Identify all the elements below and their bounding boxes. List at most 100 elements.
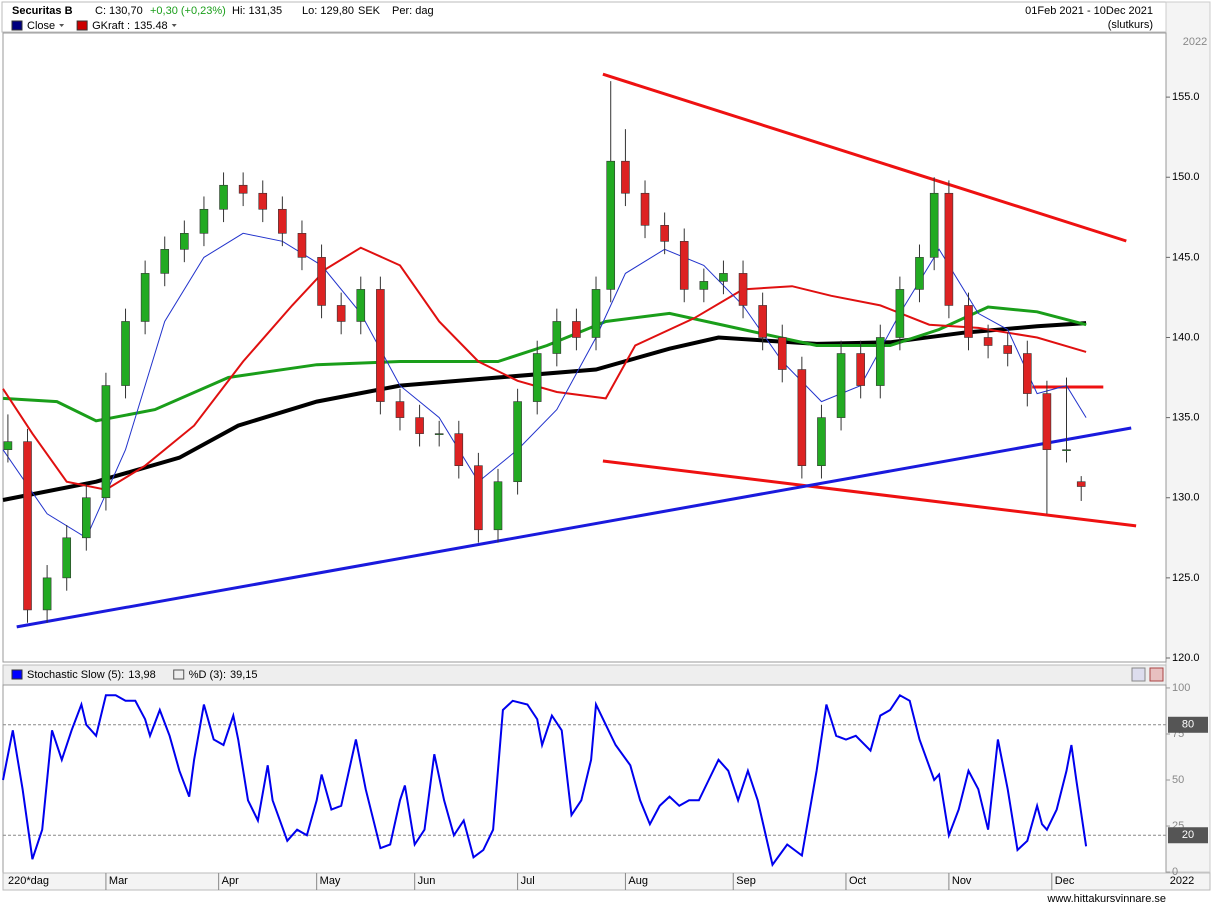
candle-body (376, 289, 385, 402)
y-tick-label: 100 (1172, 682, 1190, 694)
candle-body (875, 337, 885, 386)
x-tick-label: Dec (1055, 875, 1075, 887)
high-text: Hi: 131,35 (232, 5, 282, 17)
x-tick-label: Sep (736, 875, 756, 887)
date-range: 01Feb 2021 - 10Dec 2021 (1025, 5, 1153, 17)
candle-body (699, 281, 709, 290)
y-tick-label: 120.0 (1172, 652, 1200, 664)
candle-body (395, 401, 405, 418)
legend-swatch (11, 669, 23, 680)
year-top: 2022 (1183, 36, 1207, 48)
candle-body (895, 289, 905, 338)
candle-body (219, 184, 228, 210)
x-tick-label: Nov (952, 875, 972, 887)
candle-body (640, 192, 650, 226)
low-text: Lo: 129,80 (302, 5, 354, 17)
candle-body (836, 353, 846, 418)
candle-body (797, 369, 807, 466)
x-tick-label: Apr (222, 875, 239, 887)
candle-body (660, 225, 669, 242)
moving-average (2, 321, 1087, 502)
candle-body (915, 257, 924, 290)
header-bar (1, 1, 1167, 33)
legend-label: %D (3): (189, 669, 226, 681)
legend-swatch (76, 20, 88, 31)
legend-label: Close (27, 20, 55, 32)
x-tick-label: Jul (521, 875, 535, 887)
candle-body (964, 305, 973, 338)
currency: SEK (358, 5, 381, 17)
bars-label: 220*dag (8, 875, 49, 887)
candle-body (738, 273, 748, 306)
y-tick-label: 140.0 (1172, 331, 1200, 343)
candle-body (317, 257, 326, 306)
y-tick-label: 150.0 (1172, 171, 1200, 183)
candle-body (23, 441, 32, 611)
close-text: C: 130,70 (95, 5, 143, 17)
y-axis-band (1165, 1, 1211, 873)
zoom-button[interactable] (1131, 667, 1146, 682)
candle-body (929, 192, 939, 258)
candle-body (777, 337, 787, 370)
x-tick-label: Oct (849, 875, 866, 887)
y-tick-label: 155.0 (1172, 91, 1200, 103)
x-tick-label: Jun (418, 875, 436, 887)
candle-body (62, 537, 72, 579)
candle-body (82, 497, 91, 539)
candle-body (278, 208, 287, 234)
candle-body (1042, 393, 1052, 450)
legend-label: GKraft : (92, 20, 130, 32)
stochastic-line (2, 693, 1088, 868)
legend-swatch (173, 669, 185, 680)
trend-line (602, 459, 1137, 528)
candle-body (3, 441, 13, 450)
candle-body (180, 233, 189, 250)
close-button[interactable] (1149, 667, 1164, 682)
change-text: +0,30 (+0,23%) (150, 5, 226, 17)
candle-body (415, 417, 424, 434)
candle-body (983, 337, 993, 346)
candle-body (258, 192, 268, 210)
y-tick-label: 125.0 (1172, 572, 1200, 584)
candle-body (513, 401, 522, 483)
legend-value: 39,15 (230, 669, 258, 681)
legend-value: 13,98 (128, 669, 156, 681)
candle-body (493, 481, 503, 531)
candle-body (1076, 481, 1086, 487)
legend-dropdown (59, 24, 65, 27)
candle-body (856, 353, 865, 386)
candle-body (297, 233, 307, 258)
candle-body (336, 305, 346, 322)
legend-label: Stochastic Slow (5): (27, 669, 124, 681)
trend-line (602, 72, 1127, 243)
legend-value: 135.48 (134, 20, 168, 32)
candle-body (474, 465, 483, 531)
reference-box (1168, 827, 1208, 844)
year-bottom: 2022 (1170, 875, 1194, 887)
candle-body (758, 305, 767, 338)
candle-body (42, 577, 52, 611)
candle-body (679, 241, 689, 290)
x-tick-label: Aug (628, 875, 648, 887)
candle-body (356, 289, 366, 322)
candle-body (101, 385, 111, 499)
moving-average (2, 246, 1087, 491)
stoch-header (2, 664, 1167, 686)
candle-body (552, 321, 562, 354)
title: Securitas B (12, 5, 73, 17)
candle-body (454, 433, 464, 466)
note: (slutkurs) (1108, 19, 1153, 31)
candle-body (1003, 345, 1012, 354)
candle-body (817, 417, 826, 466)
x-axis-band (2, 872, 1211, 891)
candle-body (121, 321, 130, 386)
trend-line (16, 426, 1132, 629)
reference-label: 20 (1182, 829, 1194, 841)
reference-box (1168, 716, 1208, 733)
candle-body (140, 273, 150, 322)
main-panel (2, 32, 1167, 663)
candle-body (1023, 353, 1032, 394)
